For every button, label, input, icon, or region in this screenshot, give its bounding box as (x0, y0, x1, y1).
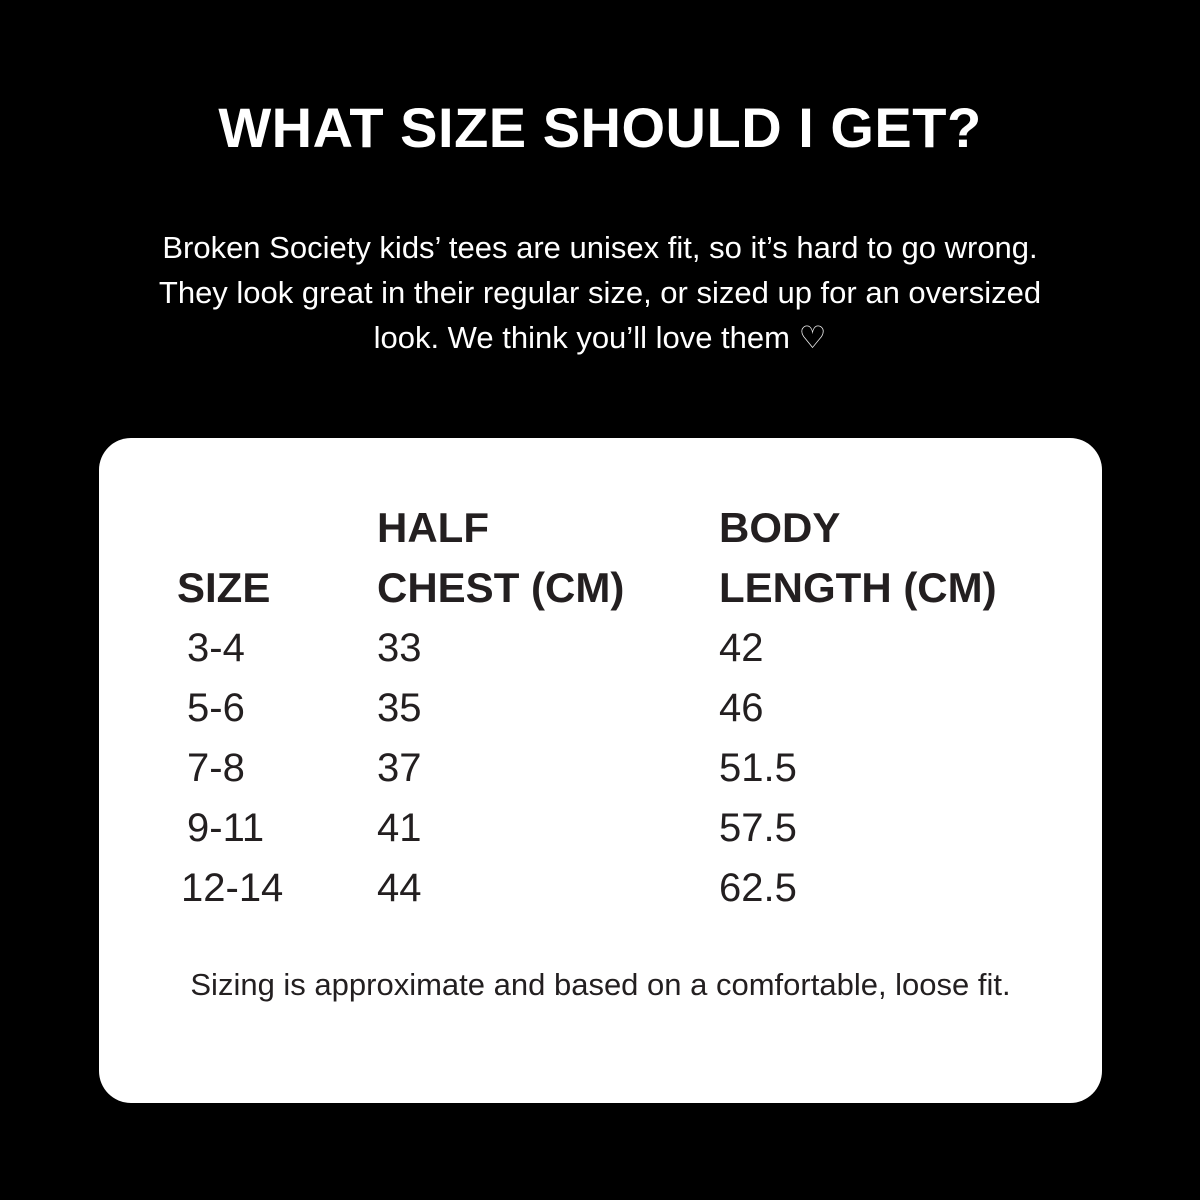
cell-chest: 37 (377, 746, 422, 790)
page-title: WHAT SIZE SHOULD I GET? (218, 96, 982, 159)
cell-chest: 41 (377, 806, 422, 850)
header-size: SIZE (177, 564, 271, 611)
white-heart-icon: ♡ (798, 320, 827, 355)
cell-length: 51.5 (719, 746, 797, 790)
cell-size: 9-11 (187, 806, 265, 850)
cell-length: 46 (719, 686, 764, 730)
cell-size: 3-4 (187, 626, 245, 670)
intro-body: Broken Society kids’ tees are unisex fit… (158, 230, 1042, 355)
cell-chest: 44 (377, 866, 422, 910)
cell-length: 62.5 (719, 866, 797, 910)
header-length-line1: BODY (719, 504, 841, 551)
header-chest-line2: CHEST (CM) (377, 564, 625, 611)
cell-chest: 33 (377, 626, 422, 670)
sizing-note: Sizing is approximate and based on a com… (190, 967, 1011, 1002)
size-chart-card: SIZE HALF CHEST (CM) BODY LENGTH (CM) 3-… (99, 438, 1102, 1103)
cell-size: 12-14 (181, 866, 284, 910)
cell-size: 7-8 (187, 746, 245, 790)
cell-chest: 35 (377, 686, 422, 730)
header-chest-line1: HALF (377, 504, 489, 551)
cell-length: 42 (719, 626, 764, 670)
cell-length: 57.5 (719, 806, 797, 850)
cell-size: 5-6 (187, 686, 245, 730)
header-length-line2: LENGTH (CM) (719, 564, 997, 611)
intro-text: Broken Society kids’ tees are unisex fit… (150, 225, 1050, 360)
